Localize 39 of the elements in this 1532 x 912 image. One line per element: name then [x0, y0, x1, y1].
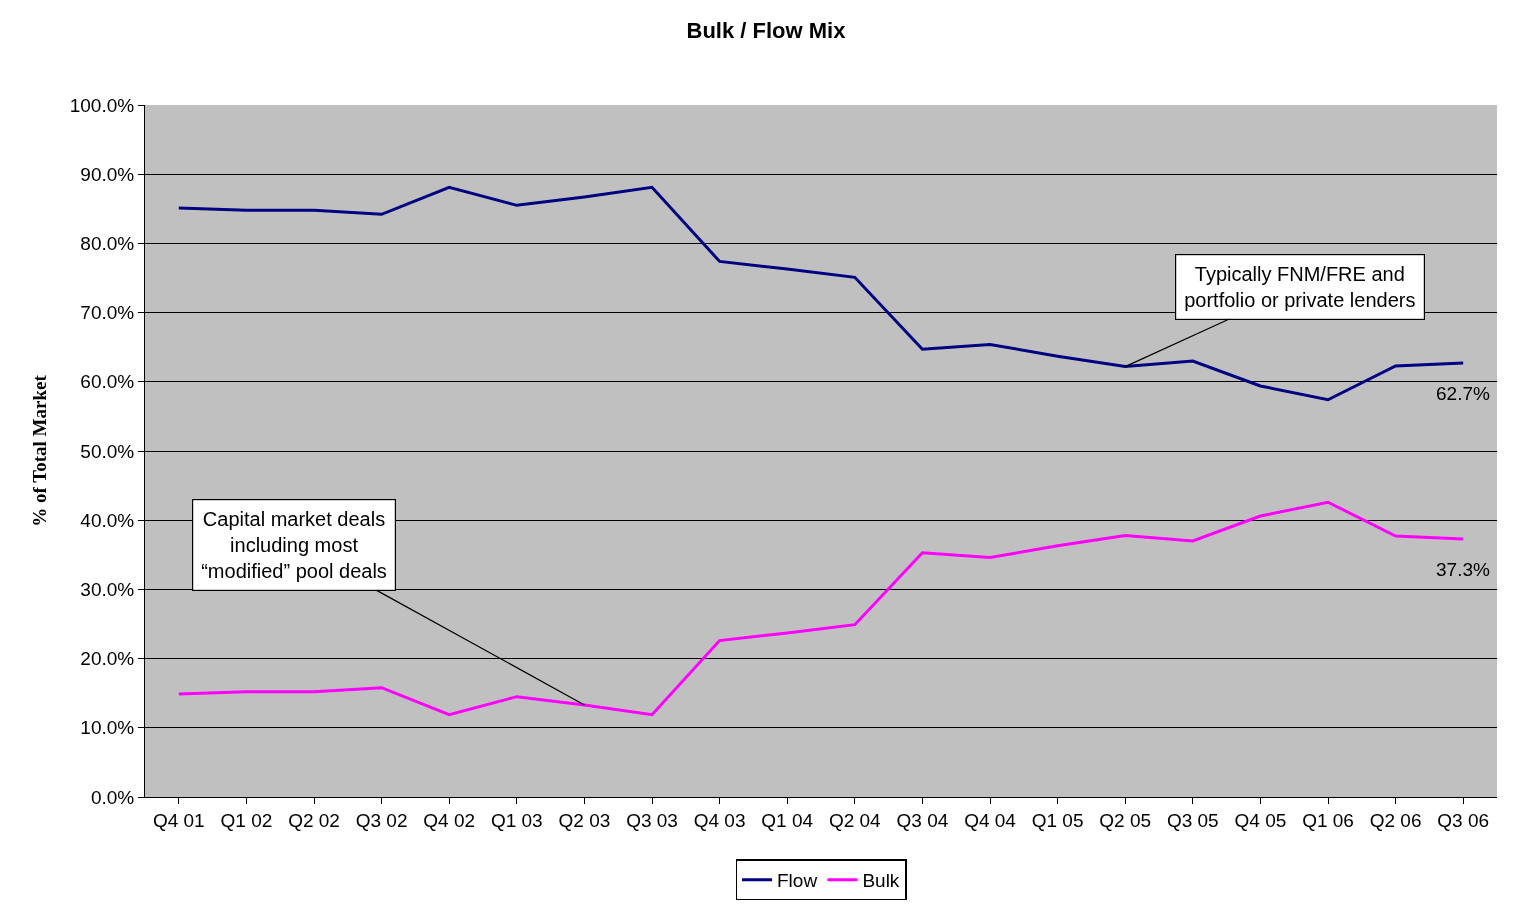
x-tick-label: Q4 04	[964, 809, 1017, 831]
x-tick-label: Q4 03	[693, 809, 746, 831]
y-tick-label: 90.0%	[80, 163, 135, 185]
x-tick-label: Q4 01	[152, 809, 205, 831]
x-tick-label: Q2 03	[558, 809, 611, 831]
annotation: Typically FNM/FRE and portfolio or private lenders	[1184, 263, 1416, 312]
x-tick-label: Q3 05	[1166, 809, 1219, 831]
y-tick-label: 0.0%	[90, 786, 135, 808]
y-tick-label: 50.0%	[80, 440, 135, 462]
legend-label: Flow	[777, 870, 818, 892]
x-tick-label: Q1 03	[490, 809, 543, 831]
y-axis-title: % of Total Market	[28, 374, 50, 527]
x-tick-label: Q3 04	[896, 809, 949, 831]
x-tick-label: Q1 02	[220, 809, 273, 831]
chart-title: Bulk / Flow Mix	[686, 18, 847, 44]
legend-label: Bulk	[862, 870, 900, 892]
data-label: 62.7%	[1436, 383, 1490, 404]
x-tick-label: Q1 04	[761, 809, 814, 831]
x-tick-label: Q2 05	[1099, 809, 1152, 831]
x-tick-label: Q1 05	[1031, 809, 1084, 831]
y-tick-label: 80.0%	[80, 233, 135, 255]
y-tick-label: 20.0%	[80, 648, 135, 670]
x-tick-label: Q4 02	[423, 809, 476, 831]
y-tick-label: 70.0%	[80, 302, 135, 324]
x-tick-label: Q4 05	[1234, 809, 1287, 831]
y-tick-label: 60.0%	[80, 371, 135, 393]
y-tick-label: 10.0%	[80, 717, 135, 739]
y-tick-label: 30.0%	[80, 579, 135, 601]
x-tick-label: Q1 06	[1302, 809, 1354, 831]
data-label: 37.3%	[1436, 559, 1490, 580]
x-tick-label: Q3 02	[355, 809, 408, 831]
x-tick-label: Q3 06	[1437, 809, 1490, 831]
x-tick-label: Q3 03	[626, 809, 678, 831]
x-tick-label: Q2 04	[828, 809, 882, 831]
x-tick-label: Q2 02	[288, 809, 340, 831]
y-tick-label: 100.0%	[69, 94, 135, 116]
annotation: Capital market deals including most “modified” pool deals	[201, 508, 387, 583]
x-tick-label: Q2 06	[1369, 809, 1422, 831]
y-tick-label: 40.0%	[80, 509, 135, 531]
